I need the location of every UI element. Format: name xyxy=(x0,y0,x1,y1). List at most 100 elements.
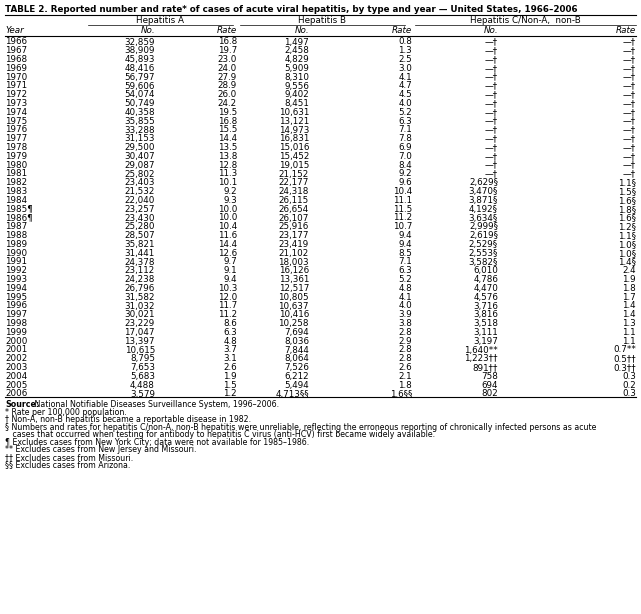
Text: 7.8: 7.8 xyxy=(398,134,412,143)
Text: 3,518: 3,518 xyxy=(473,319,498,328)
Text: 6,212: 6,212 xyxy=(285,372,309,381)
Text: Source:: Source: xyxy=(5,400,39,410)
Text: 6,010: 6,010 xyxy=(473,266,498,275)
Text: 1.6§: 1.6§ xyxy=(618,214,636,222)
Text: 9,556: 9,556 xyxy=(284,82,309,90)
Text: 12.6: 12.6 xyxy=(218,249,237,258)
Text: 4,488: 4,488 xyxy=(130,381,155,390)
Text: 12.8: 12.8 xyxy=(218,161,237,169)
Text: —†: —† xyxy=(623,46,636,55)
Text: 10,416: 10,416 xyxy=(279,310,309,319)
Text: 1.2: 1.2 xyxy=(223,389,237,398)
Text: 14.4: 14.4 xyxy=(218,134,237,143)
Text: 0.3: 0.3 xyxy=(622,372,636,381)
Text: No.: No. xyxy=(483,26,498,35)
Text: 1972: 1972 xyxy=(5,90,27,99)
Text: —†: —† xyxy=(623,99,636,108)
Text: 2004: 2004 xyxy=(5,372,28,381)
Text: 802: 802 xyxy=(481,389,498,398)
Text: 2003: 2003 xyxy=(5,363,28,372)
Text: 1983: 1983 xyxy=(5,187,28,196)
Text: —†: —† xyxy=(485,99,498,108)
Text: 1.0§: 1.0§ xyxy=(618,240,636,249)
Text: 10,631: 10,631 xyxy=(279,108,309,117)
Text: 2,529§: 2,529§ xyxy=(469,240,498,249)
Text: 1975: 1975 xyxy=(5,117,28,126)
Text: 1.6§§: 1.6§§ xyxy=(390,389,412,398)
Text: 6.3: 6.3 xyxy=(398,117,412,126)
Text: 22,177: 22,177 xyxy=(279,178,309,187)
Text: Rate: Rate xyxy=(392,26,412,35)
Text: 10.3: 10.3 xyxy=(218,284,237,293)
Text: 4,829: 4,829 xyxy=(284,55,309,64)
Text: 10.0: 10.0 xyxy=(218,204,237,214)
Text: 1987: 1987 xyxy=(5,222,28,231)
Text: 9.4: 9.4 xyxy=(223,275,237,284)
Text: 45,893: 45,893 xyxy=(124,55,155,64)
Text: 23,403: 23,403 xyxy=(124,178,155,187)
Text: 1986¶: 1986¶ xyxy=(5,214,33,222)
Text: 10,258: 10,258 xyxy=(278,319,309,328)
Text: 15.5: 15.5 xyxy=(218,125,237,134)
Text: 40,358: 40,358 xyxy=(124,108,155,117)
Text: 7,653: 7,653 xyxy=(130,363,155,372)
Text: 3.0: 3.0 xyxy=(398,64,412,73)
Text: 24,238: 24,238 xyxy=(124,275,155,284)
Text: 9.4: 9.4 xyxy=(398,240,412,249)
Text: 24,318: 24,318 xyxy=(279,187,309,196)
Text: † Non-A, non-B hepatitis became a reportable disease in 1982.: † Non-A, non-B hepatitis became a report… xyxy=(5,415,251,424)
Text: †† Excludes cases from Missouri.: †† Excludes cases from Missouri. xyxy=(5,453,133,462)
Text: 1.8§: 1.8§ xyxy=(618,204,636,214)
Text: 1.8: 1.8 xyxy=(622,284,636,293)
Text: —†: —† xyxy=(623,90,636,99)
Text: 2001: 2001 xyxy=(5,346,28,354)
Text: 1.1: 1.1 xyxy=(622,328,636,337)
Text: 54,074: 54,074 xyxy=(124,90,155,99)
Text: 1.6§: 1.6§ xyxy=(618,196,636,205)
Text: 2.4: 2.4 xyxy=(622,266,636,275)
Text: 26,654: 26,654 xyxy=(279,204,309,214)
Text: 5,683: 5,683 xyxy=(130,372,155,381)
Text: 1998: 1998 xyxy=(5,319,27,328)
Text: 31,153: 31,153 xyxy=(124,134,155,143)
Text: 3,816: 3,816 xyxy=(473,310,498,319)
Text: 1969: 1969 xyxy=(5,64,27,73)
Text: 29,500: 29,500 xyxy=(124,143,155,152)
Text: 23.0: 23.0 xyxy=(218,55,237,64)
Text: 4.8: 4.8 xyxy=(223,336,237,346)
Text: 8,451: 8,451 xyxy=(284,99,309,108)
Text: 31,582: 31,582 xyxy=(124,293,155,301)
Text: 1988: 1988 xyxy=(5,231,28,240)
Text: 8,310: 8,310 xyxy=(284,72,309,82)
Text: Hepatitis A: Hepatitis A xyxy=(137,16,185,25)
Text: —†: —† xyxy=(623,108,636,117)
Text: §§ Excludes cases from Arizona.: §§ Excludes cases from Arizona. xyxy=(5,460,130,469)
Text: 19.5: 19.5 xyxy=(218,108,237,117)
Text: —†: —† xyxy=(485,108,498,117)
Text: 2.6: 2.6 xyxy=(398,363,412,372)
Text: 56,797: 56,797 xyxy=(124,72,155,82)
Text: 1978: 1978 xyxy=(5,143,28,152)
Text: 3.1: 3.1 xyxy=(223,354,237,363)
Text: 13,397: 13,397 xyxy=(124,336,155,346)
Text: 3,197: 3,197 xyxy=(473,336,498,346)
Text: 25,280: 25,280 xyxy=(124,222,155,231)
Text: 22,040: 22,040 xyxy=(124,196,155,205)
Text: 4,713§§: 4,713§§ xyxy=(276,389,309,398)
Text: 35,821: 35,821 xyxy=(124,240,155,249)
Text: 15,016: 15,016 xyxy=(279,143,309,152)
Text: 7,694: 7,694 xyxy=(284,328,309,337)
Text: 2.1: 2.1 xyxy=(398,372,412,381)
Text: 1.5: 1.5 xyxy=(223,381,237,390)
Text: 31,032: 31,032 xyxy=(124,301,155,311)
Text: 27.9: 27.9 xyxy=(218,72,237,82)
Text: 11.2: 11.2 xyxy=(393,214,412,222)
Text: 11.6: 11.6 xyxy=(218,231,237,240)
Text: 4,576: 4,576 xyxy=(473,293,498,301)
Text: —†: —† xyxy=(485,134,498,143)
Text: 1982: 1982 xyxy=(5,178,27,187)
Text: 25,802: 25,802 xyxy=(124,169,155,179)
Text: 1992: 1992 xyxy=(5,266,27,275)
Text: —†: —† xyxy=(623,64,636,73)
Text: Hepatitis B: Hepatitis B xyxy=(299,16,347,25)
